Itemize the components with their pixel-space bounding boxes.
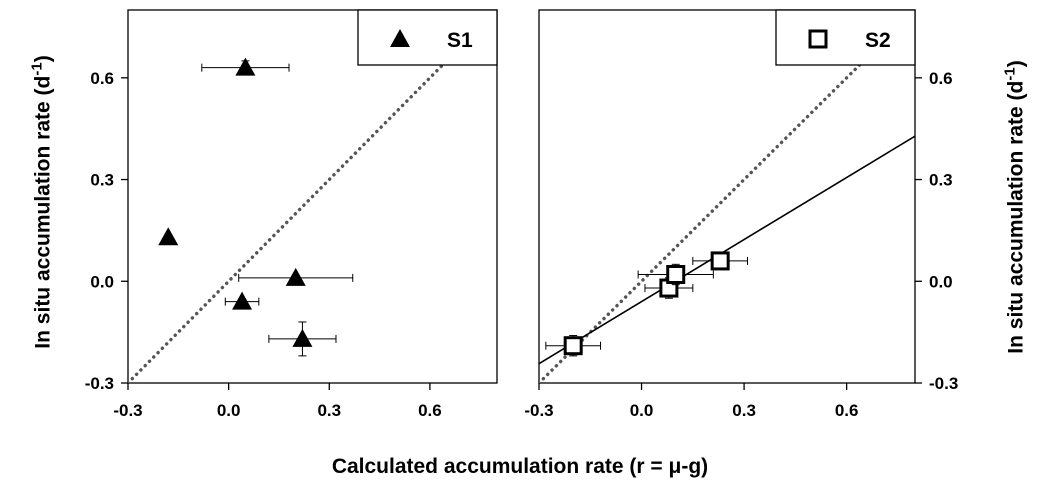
y-tick-label: 0.3 <box>929 171 953 190</box>
legend-label: S2 <box>865 29 891 52</box>
x-tick-label: -0.3 <box>524 401 553 420</box>
data-point-square <box>668 266 684 282</box>
y-tick-label: 0.6 <box>929 69 953 88</box>
y-axis-label-left: In situ accumulation rate (d-1) <box>29 55 56 348</box>
y-tick-label: 0.3 <box>90 171 114 190</box>
y-tick-label: 0.0 <box>90 272 114 291</box>
regression-line <box>539 136 915 364</box>
panel-left: -0.3 0.0 0.3 0.6 -0.3 0.0 0.3 0.6 S1 <box>85 10 497 420</box>
y-tick-label: 0.6 <box>90 69 114 88</box>
data-point-square <box>565 338 581 354</box>
y-axis-label-right-close: ) <box>1005 60 1028 67</box>
legend-box-left <box>358 10 497 65</box>
data-point-triangle <box>232 292 252 310</box>
panel-right: -0.3 0.0 0.3 0.6 -0.3 0.0 0.3 0.6 S2 <box>524 10 958 420</box>
one-to-one-line <box>128 10 497 383</box>
y-tick-label: -0.3 <box>85 374 114 393</box>
plot-area-right <box>539 10 915 383</box>
plot-area-left <box>128 10 497 383</box>
x-tick-label: -0.3 <box>113 401 142 420</box>
x-tick-label: 0.6 <box>418 401 442 420</box>
legend-marker-square <box>810 31 826 47</box>
y-axis-label-left-text: In situ accumulation rate (d <box>32 76 55 349</box>
data-point-triangle <box>235 58 255 76</box>
x-axis-label: Calculated accumulation rate (r = μ-g) <box>0 455 1040 479</box>
y-tick-label: -0.3 <box>929 374 958 393</box>
x-tick-label: 0.0 <box>217 401 241 420</box>
y-axis-label-right-text: In situ accumulation rate (d <box>1005 81 1028 354</box>
one-to-one-line <box>539 10 915 383</box>
data-point-triangle <box>158 227 178 245</box>
x-tick-label: 0.3 <box>317 401 341 420</box>
x-tick-label: 0.3 <box>732 401 756 420</box>
legend-box-right <box>776 10 915 65</box>
data-point-triangle <box>292 329 312 347</box>
x-tick-label: 0.0 <box>630 401 654 420</box>
data-point-square <box>712 253 728 269</box>
y-tick-label: 0.0 <box>929 272 953 291</box>
data-point-triangle <box>286 268 306 286</box>
y-axis-label-left-close: ) <box>32 55 55 62</box>
y-axis-label-right-exponent: -1 <box>1002 67 1019 80</box>
y-axis-label-right: In situ accumulation rate (d-1) <box>1002 60 1029 353</box>
legend-label: S1 <box>447 29 473 52</box>
x-tick-label: 0.6 <box>835 401 859 420</box>
y-axis-label-left-exponent: -1 <box>29 62 46 75</box>
